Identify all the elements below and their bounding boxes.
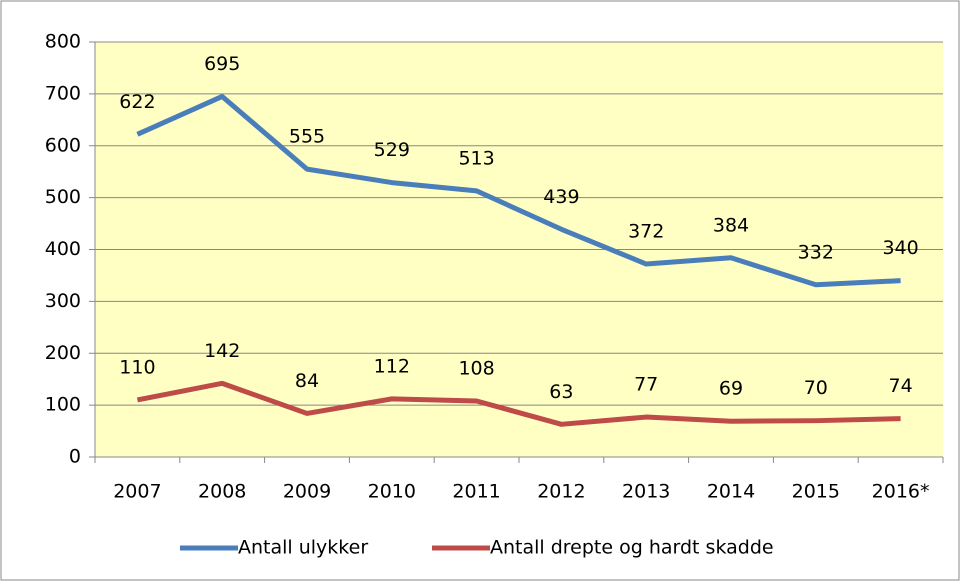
data-label: 332 [798,241,834,263]
data-label: 439 [543,186,579,208]
y-tick-label: 500 [45,186,81,208]
series-line [136,93,901,288]
y-tick-label: 300 [45,290,81,312]
x-tick-label: 2011 [452,481,500,503]
data-label: 513 [458,147,494,169]
data-label: 77 [634,374,658,396]
data-label: 622 [119,91,155,113]
y-tick-label: 800 [45,31,81,53]
y-tick-label: 0 [69,446,81,468]
data-label: 84 [295,370,319,392]
data-label: 384 [713,214,749,236]
legend-label: Antall drepte og hardt skadde [490,537,774,559]
legend-label: Antall ulykker [238,537,368,559]
data-label: 142 [204,340,240,362]
data-label: 69 [719,378,743,400]
y-tick-label: 100 [45,394,81,416]
data-label: 372 [628,221,664,243]
y-tick-label: 400 [45,238,81,260]
x-tick-label: 2013 [622,481,670,503]
y-tick-label: 200 [45,342,81,364]
y-tick-label: 600 [45,134,81,156]
data-label: 70 [804,377,828,399]
x-tick-label: 2007 [113,481,161,503]
data-label: 108 [458,357,494,379]
x-tick-label: 2016* [872,481,930,503]
data-label: 74 [889,375,913,397]
y-tick-label: 700 [45,82,81,104]
data-label: 63 [549,381,573,403]
data-label: 340 [882,237,918,259]
data-label: 555 [289,126,325,148]
x-tick-label: 2009 [283,481,331,503]
x-tick-label: 2015 [792,481,840,503]
series-line [136,380,901,427]
x-tick-label: 2012 [537,481,585,503]
x-tick-label: 2014 [707,481,755,503]
data-label: 112 [374,355,410,377]
x-tick-label: 2008 [198,481,246,503]
data-label: 110 [119,356,155,378]
data-label: 695 [204,53,240,75]
x-tick-label: 2010 [368,481,416,503]
data-label: 529 [374,139,410,161]
